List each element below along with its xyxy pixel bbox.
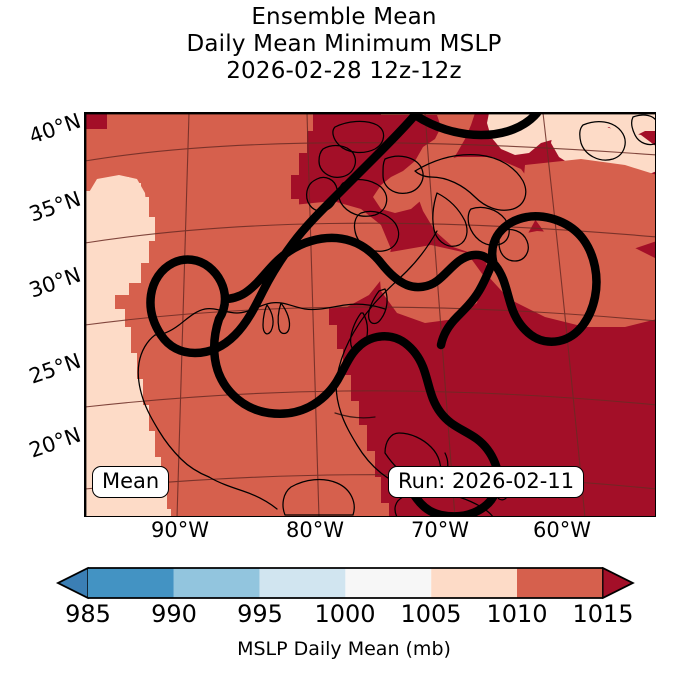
title-line-3: 2026-02-28 12z-12z [226,58,462,85]
colorbar-tick-1015: 1015 [572,600,634,628]
colorbar-tick-990: 990 [151,600,197,628]
colorbar-tick-1005: 1005 [400,600,462,628]
map-plot-area[interactable] [84,112,656,517]
figure-title: Ensemble Mean Daily Mean Minimum MSLP 20… [0,4,688,85]
colorbar-outline [55,567,635,599]
fill-region-1010-1015-northwest [85,113,389,516]
colorbar-band-1010-1015 [517,568,603,598]
mean-contour-line [146,113,601,516]
coastline-outlines [137,114,655,516]
title-line-1: Ensemble Mean [251,4,437,30]
lat-tick-35N: 35°N [26,186,84,227]
colorbar-svg [55,566,635,600]
mean-contour-line-atlantic [436,256,498,350]
colorbar-tick-1000: 1000 [314,600,376,628]
mean-label-box: Mean [92,466,170,499]
colorbar[interactable] [0,560,688,674]
map-frame [85,113,655,516]
lat-tick-40N: 40°N [26,108,84,149]
colorbar-extend-max [602,566,635,600]
colorbar-band-995-1000 [259,568,346,598]
fill-region-1010-1015-great-lakes [373,113,475,213]
colorbar-tick-995: 995 [237,600,283,628]
lat-tick-30N: 30°N [26,262,84,303]
fill-region-1010-1015-east-atlantic-2 [485,231,655,327]
colorbar-extend-min [56,566,89,600]
colorbar-band-1005-1010 [431,568,517,598]
colorbar-band-985-990 [88,568,174,598]
lat-tick-20N: 20°N [26,422,84,463]
colorbar-tick-985: 985 [65,600,111,628]
colorbar-tick-1010: 1010 [486,600,548,628]
fill-region-topleft-sliver [85,113,107,129]
lat-tick-25N: 25°N [26,348,84,389]
title-line-2: Daily Mean Minimum MSLP [186,31,502,58]
colorbar-axis-label: MSLP Daily Mean (mb) [237,638,451,660]
fill-region-1005-1010-notch [85,175,147,265]
run-date-box: Run: 2026-02-11 [388,466,585,499]
lon-tick-60W: 60°W [533,518,591,542]
colorbar-band-1000-1005 [345,568,432,598]
lon-tick-80W: 80°W [286,518,344,542]
lon-tick-70W: 70°W [411,518,469,542]
colorbar-band-990-995 [173,568,260,598]
lon-tick-90W: 90°W [151,518,209,542]
map-svg [85,113,655,516]
